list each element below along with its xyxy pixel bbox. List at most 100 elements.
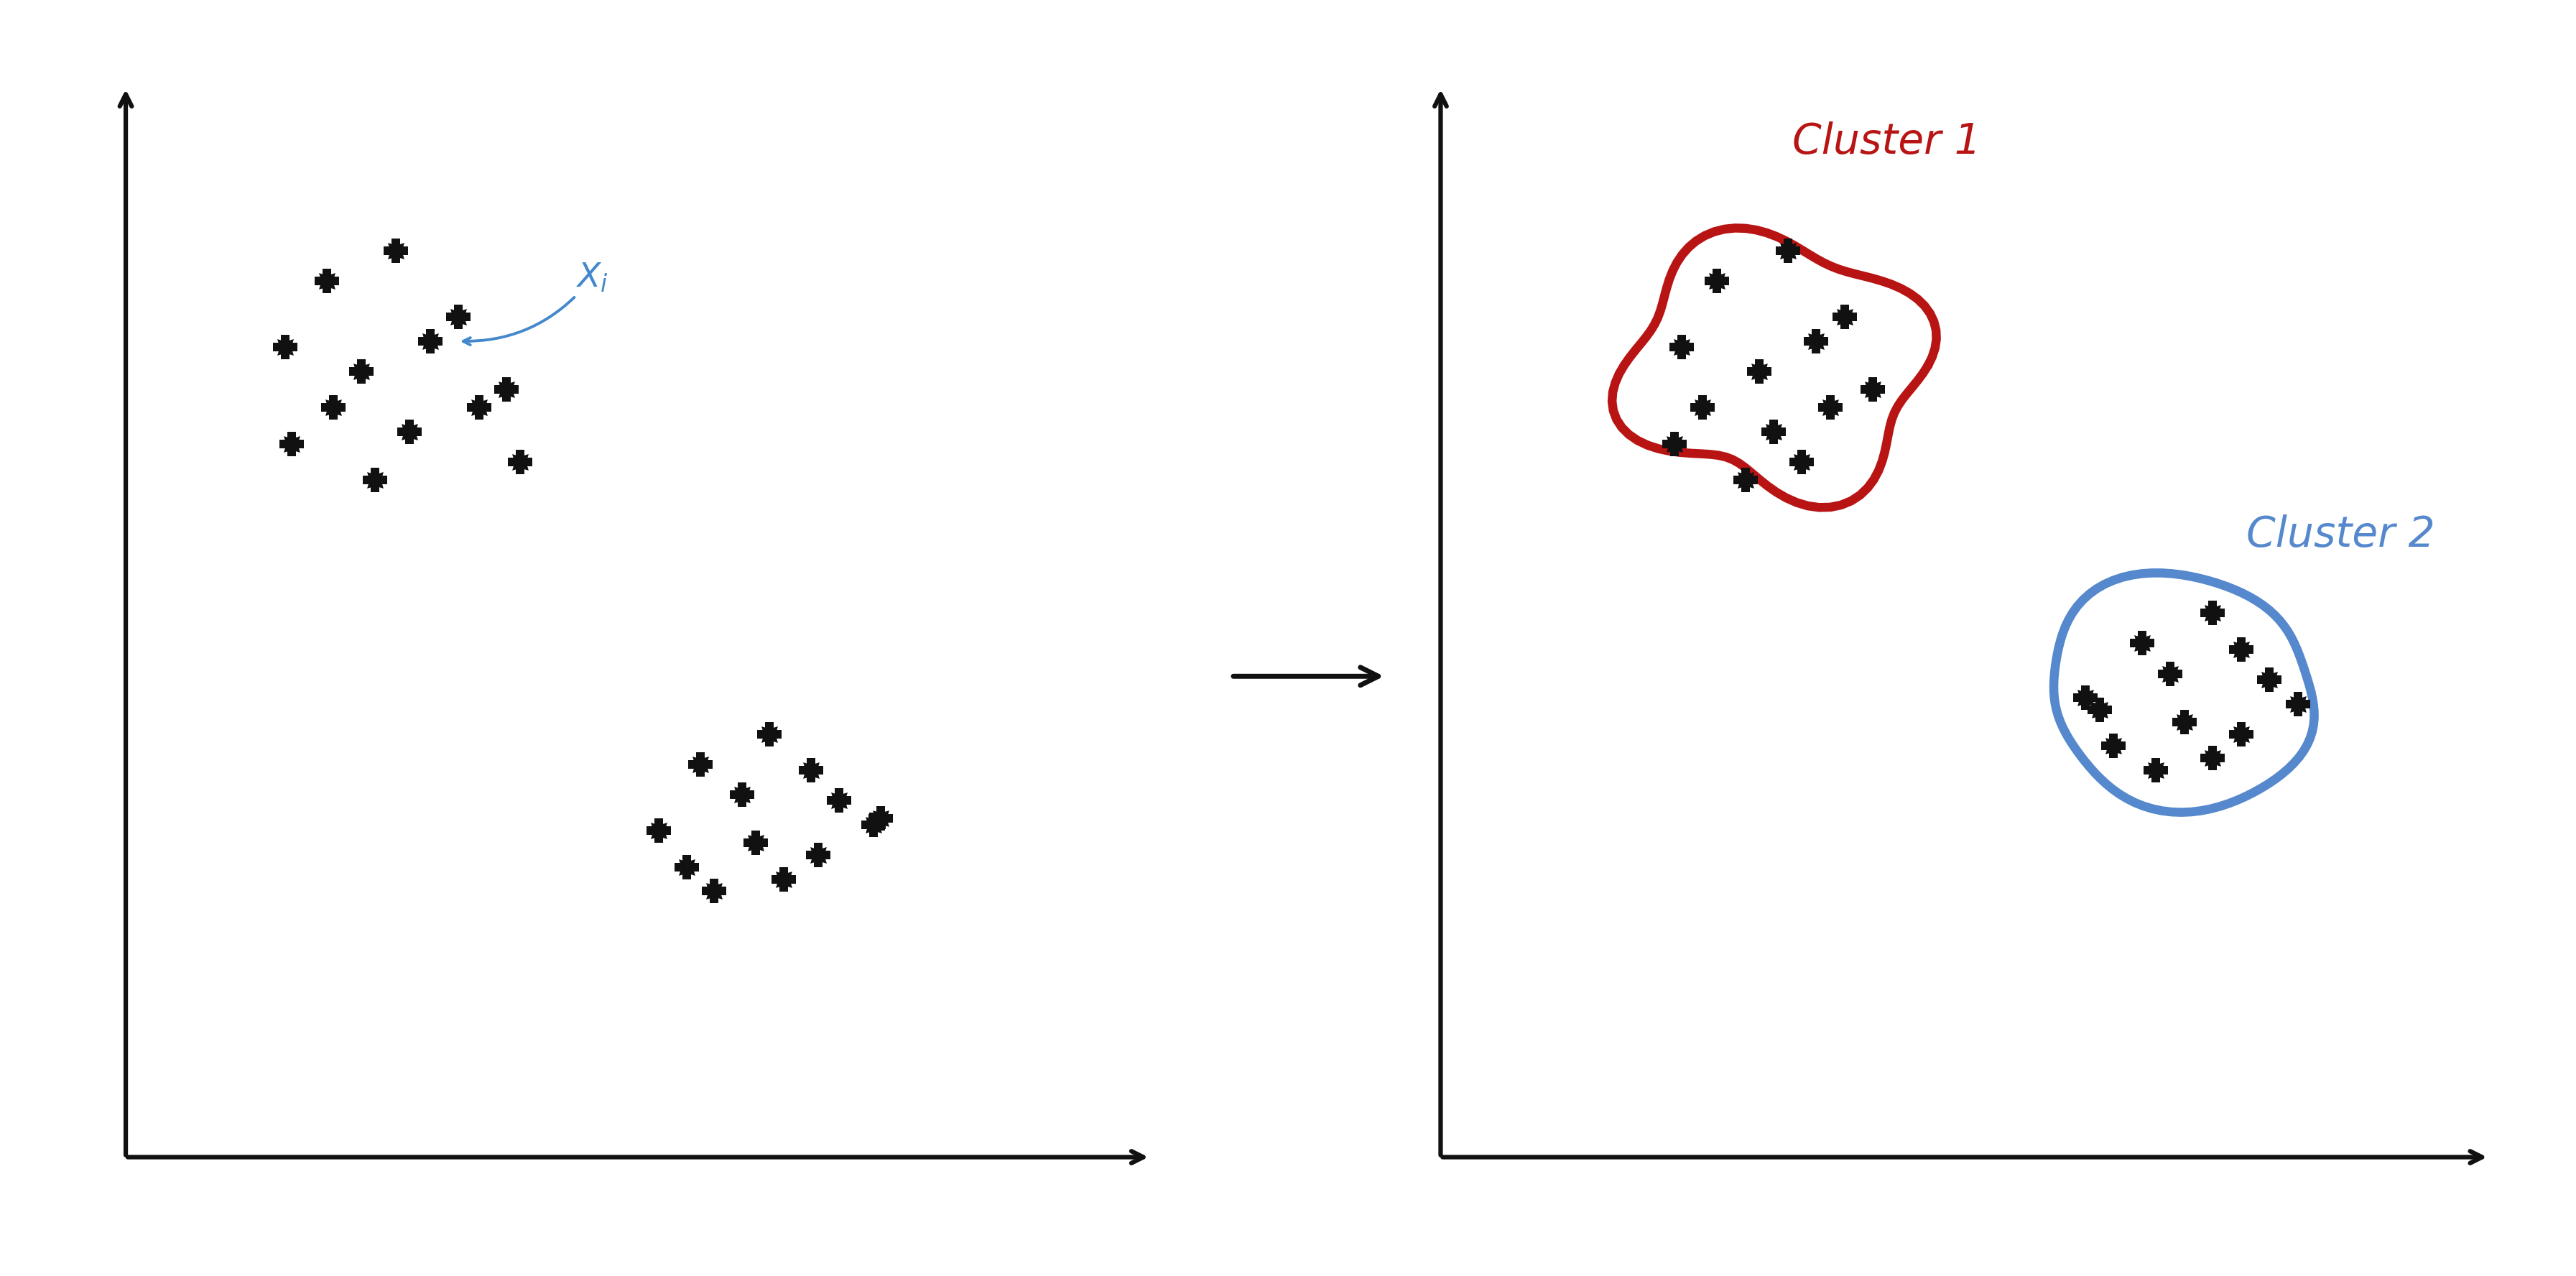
- Point: [2221, 639, 2262, 660]
- Point: [2221, 639, 2262, 660]
- Point: [270, 434, 312, 454]
- Point: [389, 421, 430, 441]
- Point: [500, 452, 541, 472]
- Point: [1682, 397, 1723, 417]
- Point: [2123, 633, 2164, 653]
- Point: [2092, 736, 2133, 757]
- Point: [340, 361, 381, 382]
- Point: [459, 397, 500, 417]
- Point: [721, 785, 762, 805]
- Point: [459, 397, 500, 417]
- Point: [265, 337, 307, 357]
- Point: [667, 856, 708, 877]
- Point: [410, 330, 451, 351]
- Point: [2148, 664, 2190, 684]
- Point: [1726, 470, 1767, 490]
- Point: [265, 337, 307, 357]
- Point: [860, 809, 902, 829]
- Point: [1682, 397, 1723, 417]
- Point: [1662, 337, 1703, 357]
- Point: [438, 306, 479, 327]
- Point: [1795, 330, 1837, 351]
- Point: [2221, 723, 2262, 744]
- Point: [389, 421, 430, 441]
- Point: [1767, 240, 1808, 260]
- Point: [1808, 397, 1850, 417]
- Point: [853, 814, 894, 835]
- Point: [2249, 670, 2290, 690]
- Point: [438, 306, 479, 327]
- Point: [2277, 694, 2318, 715]
- Point: [819, 790, 860, 810]
- Point: [1808, 397, 1850, 417]
- Point: [693, 880, 734, 901]
- Point: [693, 880, 734, 901]
- Point: [1767, 240, 1808, 260]
- Point: [791, 760, 832, 781]
- Point: [2079, 699, 2120, 720]
- Point: [734, 833, 775, 854]
- Point: [1783, 452, 1824, 472]
- Point: [355, 470, 397, 490]
- Point: [2066, 688, 2107, 708]
- Point: [2123, 633, 2164, 653]
- Point: [2079, 699, 2120, 720]
- Point: [1662, 337, 1703, 357]
- Point: [307, 271, 348, 291]
- Point: [1739, 361, 1780, 382]
- Point: [2249, 670, 2290, 690]
- Point: [667, 856, 708, 877]
- Point: [2092, 736, 2133, 757]
- Point: [2192, 748, 2233, 768]
- Point: [270, 434, 312, 454]
- Point: [1754, 421, 1795, 441]
- Point: [639, 820, 680, 841]
- Point: [680, 754, 721, 775]
- Point: [340, 361, 381, 382]
- Point: [1654, 434, 1695, 454]
- Point: [1852, 379, 1893, 399]
- Point: [734, 833, 775, 854]
- Point: [2136, 760, 2177, 781]
- Point: [376, 240, 417, 260]
- Point: [799, 845, 840, 865]
- Point: [1824, 306, 1865, 327]
- Point: [799, 845, 840, 865]
- Text: Cluster 1: Cluster 1: [1793, 121, 1981, 162]
- Point: [819, 790, 860, 810]
- Point: [487, 379, 528, 399]
- Point: [2164, 712, 2205, 732]
- Point: [2136, 760, 2177, 781]
- Point: [376, 240, 417, 260]
- Point: [853, 814, 894, 835]
- Point: [1654, 434, 1695, 454]
- Point: [2066, 688, 2107, 708]
- Point: [1726, 470, 1767, 490]
- Point: [2221, 723, 2262, 744]
- Point: [680, 754, 721, 775]
- Point: [750, 723, 791, 744]
- Point: [2192, 604, 2233, 624]
- Point: [721, 785, 762, 805]
- Point: [2148, 664, 2190, 684]
- Point: [1754, 421, 1795, 441]
- Point: [639, 820, 680, 841]
- Point: [312, 397, 353, 417]
- Point: [1739, 361, 1780, 382]
- Point: [1783, 452, 1824, 472]
- Point: [2192, 604, 2233, 624]
- Point: [355, 470, 397, 490]
- Point: [312, 397, 353, 417]
- Point: [791, 760, 832, 781]
- Point: [2164, 712, 2205, 732]
- Point: [2192, 748, 2233, 768]
- Text: Cluster 2: Cluster 2: [2246, 514, 2434, 555]
- Point: [307, 271, 348, 291]
- Text: $X_i$: $X_i$: [464, 262, 608, 345]
- Point: [487, 379, 528, 399]
- Point: [1695, 271, 1736, 291]
- Point: [1795, 330, 1837, 351]
- Point: [1695, 271, 1736, 291]
- Point: [762, 869, 804, 889]
- Point: [410, 330, 451, 351]
